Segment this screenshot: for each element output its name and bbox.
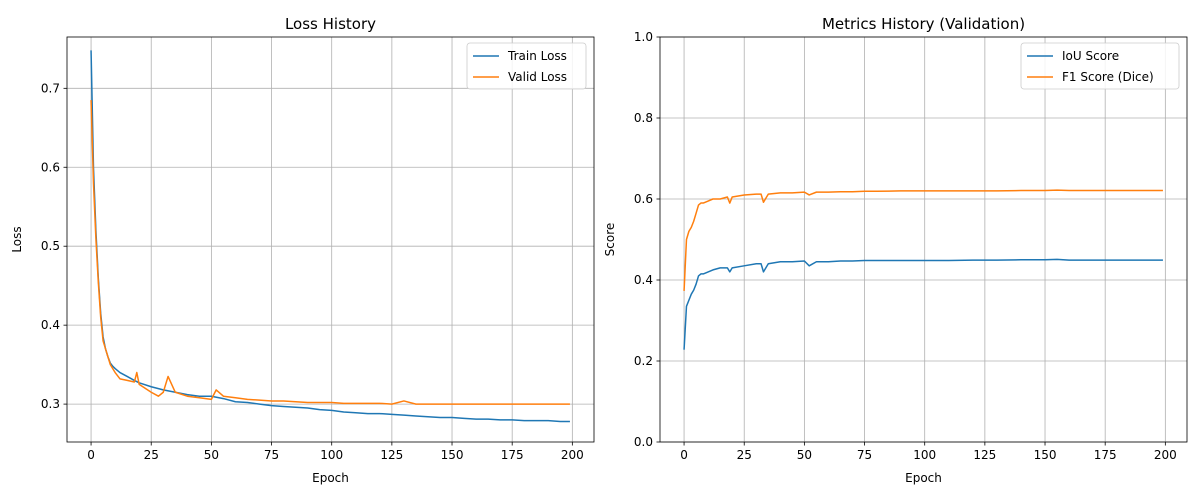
x-tick-label: 25 bbox=[737, 448, 752, 462]
series-line-2 bbox=[683, 189, 1163, 291]
legend-label: IoU Score bbox=[1062, 49, 1119, 63]
y-tick-label: 0.4 bbox=[41, 318, 60, 332]
plot-frame bbox=[659, 36, 1188, 443]
y-tick-label: 0.2 bbox=[634, 354, 653, 368]
x-tick-label: 200 bbox=[561, 448, 584, 462]
y-tick-label: 0.6 bbox=[41, 160, 60, 174]
x-tick-label: 100 bbox=[913, 448, 936, 462]
legend-label: Train Loss bbox=[507, 49, 567, 63]
y-axis-label: Score bbox=[603, 223, 617, 257]
y-tick-label: 0.5 bbox=[41, 239, 60, 253]
x-tick-label: 0 bbox=[680, 448, 688, 462]
y-tick-label: 0.7 bbox=[41, 81, 60, 95]
x-tick-label: 75 bbox=[264, 448, 279, 462]
y-tick-label: 0.6 bbox=[634, 192, 653, 206]
y-tick-label: 0.0 bbox=[634, 435, 653, 449]
x-axis-label: Epoch bbox=[905, 471, 942, 485]
x-tick-label: 50 bbox=[797, 448, 812, 462]
legend: Train Loss Valid Loss bbox=[466, 42, 587, 90]
x-tick-label: 0 bbox=[87, 448, 95, 462]
x-tick-label: 100 bbox=[320, 448, 343, 462]
x-tick-label: 150 bbox=[1034, 448, 1057, 462]
x-axis-label: Epoch bbox=[312, 471, 349, 485]
series-line-1 bbox=[90, 50, 570, 423]
chart-title: Loss History bbox=[285, 15, 376, 33]
x-tick-label: 200 bbox=[1154, 448, 1177, 462]
y-tick-label: 0.4 bbox=[634, 273, 653, 287]
x-tick-label: 125 bbox=[380, 448, 403, 462]
x-tick-label: 75 bbox=[857, 448, 872, 462]
x-tick-label: 50 bbox=[204, 448, 219, 462]
plot-frame bbox=[66, 36, 595, 443]
series-line-2 bbox=[90, 100, 570, 405]
y-tick-label: 0.3 bbox=[41, 397, 60, 411]
x-tick-label: 175 bbox=[1094, 448, 1117, 462]
x-tick-label: 175 bbox=[501, 448, 524, 462]
chart-title: Metrics History (Validation) bbox=[822, 15, 1025, 33]
y-axis-label: Loss bbox=[10, 226, 24, 252]
x-tick-label: 150 bbox=[441, 448, 464, 462]
y-tick-label: 1.0 bbox=[634, 30, 653, 44]
chart-panel-1: 0 25 50 75 100 125 150 175 200 0.3 0.4 0.5 0.6 0.7 Los… bbox=[10, 15, 595, 485]
y-tick-label: 0.8 bbox=[634, 111, 653, 125]
series-line-1 bbox=[683, 258, 1163, 350]
chart-panel-2: 0 25 50 75 100 125 150 175 200 0.0 0.2 0.4 0.6 0.8 1.0… bbox=[603, 15, 1188, 485]
legend-label: Valid Loss bbox=[508, 70, 567, 84]
legend: IoU Score F1 Score (Dice) bbox=[1020, 42, 1180, 90]
legend-label: F1 Score (Dice) bbox=[1062, 70, 1154, 84]
x-tick-label: 25 bbox=[144, 448, 159, 462]
x-tick-label: 125 bbox=[973, 448, 996, 462]
legend-box bbox=[1020, 42, 1180, 90]
